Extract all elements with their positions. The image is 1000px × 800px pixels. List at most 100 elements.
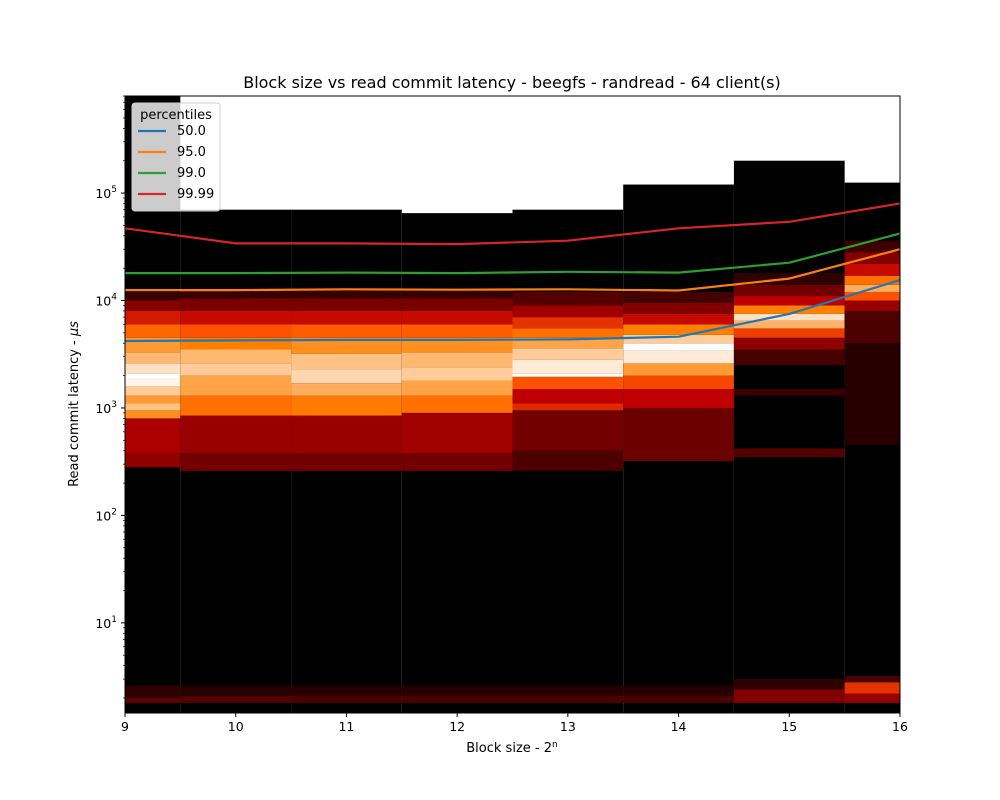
heatmap-cell-1-3 xyxy=(180,415,292,454)
heatmap-cell-7-5 xyxy=(844,300,900,311)
heatmap-cell-5-12 xyxy=(623,291,734,303)
heatmap-cell-3-5 xyxy=(401,380,513,396)
heatmap-cell-4-7 xyxy=(512,373,624,377)
heatmap-cell-0-5 xyxy=(125,403,181,411)
heatmap-cell-6-7 xyxy=(733,320,845,329)
heatmap-cell-5-10 xyxy=(623,313,734,325)
heatmap-cell-1-11 xyxy=(180,298,292,311)
heatmap-cell-4-13 xyxy=(512,305,624,318)
legend: percentiles 50.0 95.0 99.0 99.99 xyxy=(131,102,221,212)
series-layer xyxy=(125,202,900,343)
heatmap-cell-2-11 xyxy=(291,298,402,311)
heatmap-cell-3-12 xyxy=(401,290,513,299)
x-axis-label: Block size - 2n xyxy=(466,740,557,756)
y-axis-label-unit: μs xyxy=(67,321,82,337)
x-tick-label-16: 16 xyxy=(892,719,908,734)
heatmap-cell-7-1 xyxy=(844,682,900,694)
heatmap-cell-2-12 xyxy=(291,290,402,299)
heatmap-cell-0-9 xyxy=(125,373,181,379)
heatmap-cell-6-11 xyxy=(733,284,845,297)
heatmap-cell-0-7 xyxy=(125,386,181,396)
y-axis-label-base: Read commit latency - xyxy=(67,336,82,487)
heatmap-cell-2-2 xyxy=(291,453,402,471)
heatmap-cell-7-4 xyxy=(844,310,900,344)
x-tick-label-11: 11 xyxy=(338,719,354,734)
heatmap-cell-4-2 xyxy=(512,450,624,471)
legend-label-50.0: 50.0 xyxy=(177,124,206,139)
heatmap-cell-6-4 xyxy=(733,349,845,366)
heatmap-cell-3-0 xyxy=(401,695,513,703)
heatmap-cell-7-11 xyxy=(844,240,900,253)
heatmap-cell-1-2 xyxy=(180,453,292,471)
heatmap-cell-1-9 xyxy=(180,324,292,338)
heatmap-cell-0-10 xyxy=(125,363,181,374)
heatmap-cell-1-8 xyxy=(180,337,292,350)
heatmap-cell-2-1 xyxy=(291,685,402,696)
heatmap-cell-7-0 xyxy=(844,693,900,703)
legend-label-99.99: 99.99 xyxy=(177,187,214,202)
heatmap-cell-2-4 xyxy=(291,395,402,416)
y-axis: 101 102 103 104 105 xyxy=(95,95,125,699)
legend-label-99.0: 99.0 xyxy=(177,166,206,181)
heatmap-cell-0-1 xyxy=(125,685,181,698)
series-line-99.0 xyxy=(125,232,900,275)
legend-label-95.0: 95.0 xyxy=(177,145,206,160)
heatmap-cell-7-8 xyxy=(844,275,900,285)
y-tick-label-1000: 103 xyxy=(95,400,117,416)
heatmap-cell-4-11 xyxy=(512,328,624,338)
heatmap-cell-1-0 xyxy=(180,695,292,703)
heatmap-cell-7-9 xyxy=(844,263,900,276)
heatmap-cell-5-5 xyxy=(623,363,734,376)
heatmap-cell-4-6 xyxy=(512,376,624,390)
heatmap-cell-4-8 xyxy=(512,359,624,374)
series-line-50.0 xyxy=(125,279,900,343)
heatmap-cell-5-3 xyxy=(623,389,734,408)
heatmap-cell-6-8 xyxy=(733,313,845,321)
legend-entries: 50.0 95.0 99.0 99.99 xyxy=(138,124,214,202)
heatmap-cell-0-0 xyxy=(125,697,181,703)
heatmap-cell-0-16 xyxy=(125,291,181,301)
heatmap-cell-5-6 xyxy=(623,350,734,364)
heatmap-cell-5-4 xyxy=(623,375,734,390)
heatmap-cell-2-8 xyxy=(291,337,402,354)
heatmap-cell-2-6 xyxy=(291,369,402,384)
heatmap-cell-6-5 xyxy=(733,337,845,350)
heatmap-cell-4-3 xyxy=(512,410,624,451)
heatmap-cell-7-6 xyxy=(844,291,900,301)
heatmap-cell-0-8 xyxy=(125,378,181,387)
heatmap-cell-3-3 xyxy=(401,412,513,454)
heatmap-cell-3-1 xyxy=(401,685,513,696)
heatmap-cell-3-9 xyxy=(401,324,513,338)
heatmap-cell-2-7 xyxy=(291,353,402,370)
x-axis-label-exponent: n xyxy=(552,740,558,750)
heatmap-cell-1-5 xyxy=(180,375,292,396)
heatmap-cell-5-11 xyxy=(623,302,734,314)
heatmap-cell-4-0 xyxy=(512,695,624,703)
heatmap-cell-3-11 xyxy=(401,298,513,311)
heatmap-cell-0-2 xyxy=(125,453,181,468)
heatmap-cell-0-13 xyxy=(125,324,181,338)
heatmap-cell-1-10 xyxy=(180,310,292,325)
heatmap-cell-4-4 xyxy=(512,403,624,411)
heatmap-cell-6-6 xyxy=(733,328,845,338)
x-tick-label-14: 14 xyxy=(671,719,687,734)
heatmap-cell-2-3 xyxy=(291,415,402,454)
heatmap-cell-3-7 xyxy=(401,352,513,368)
series-line-99.99 xyxy=(125,202,900,246)
legend-title: percentiles xyxy=(140,108,212,123)
heatmap-cell-0-11 xyxy=(125,352,181,364)
heatmap-cell-1-1 xyxy=(180,685,292,696)
heatmap-cell-3-2 xyxy=(401,453,513,471)
heatmap-cell-3-6 xyxy=(401,367,513,381)
heatmap-cell-0-3 xyxy=(125,418,181,454)
heatmap-cell-6-3 xyxy=(733,389,845,396)
heatmap-cell-2-5 xyxy=(291,383,402,396)
x-tick-label-12: 12 xyxy=(449,719,465,734)
heatmap-cell-1-12 xyxy=(180,290,292,299)
heatmap-cell-6-1 xyxy=(733,679,845,690)
heatmap-cell-1-6 xyxy=(180,363,292,376)
heatmap-cell-1-7 xyxy=(180,349,292,364)
heatmap-cell-7-2 xyxy=(844,676,900,683)
heatmap-cell-6-2 xyxy=(733,448,845,457)
